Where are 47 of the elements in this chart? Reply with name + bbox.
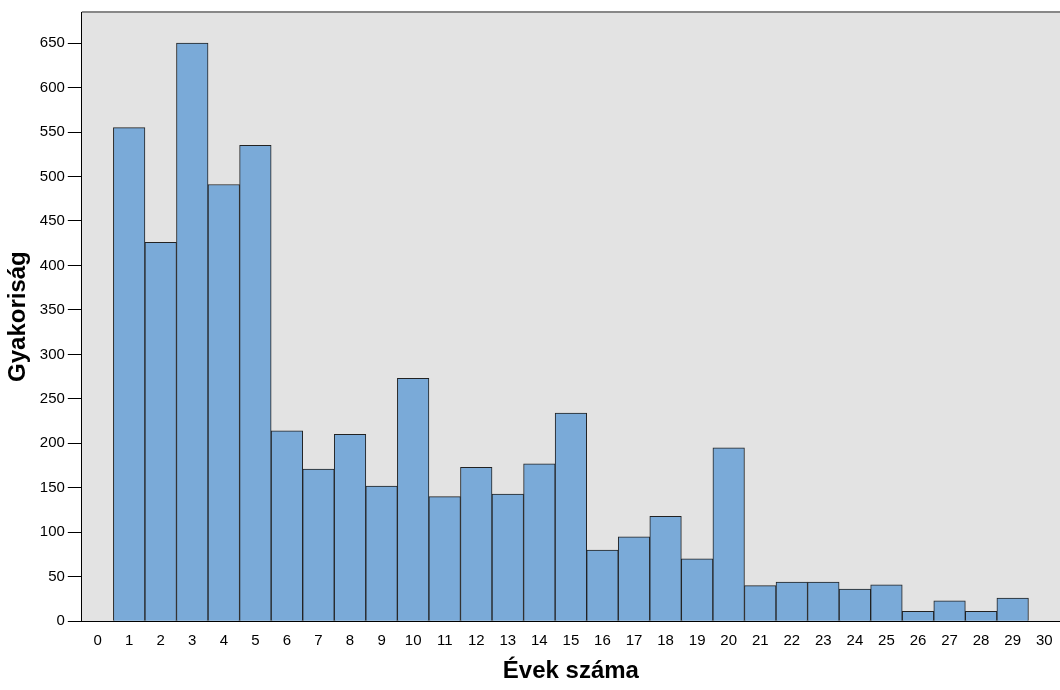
x-tick-label: 22 (783, 631, 801, 649)
x-tick-label: 14 (531, 631, 548, 649)
x-tick-label: 10 (404, 631, 422, 649)
y-tick-label: 0 (56, 611, 65, 629)
y-tick-label: 550 (39, 122, 65, 140)
x-tick-label: 29 (1004, 631, 1022, 649)
x-tick-label: 6 (282, 631, 292, 649)
x-tick-label: 27 (941, 631, 958, 649)
x-tick-label: 28 (972, 631, 990, 649)
y-tick-label: 100 (39, 522, 65, 540)
x-tick-label: 30 (1035, 631, 1053, 649)
x-tick-label: 11 (436, 631, 453, 649)
y-tick-label: 200 (39, 433, 65, 451)
x-tick-label: 5 (251, 631, 260, 649)
x-tick-label: 17 (625, 631, 643, 649)
x-tick-label: 24 (846, 631, 864, 649)
x-tick-label: 1 (124, 631, 134, 649)
x-tick-label: 12 (467, 631, 485, 649)
y-tick-label: 650 (39, 33, 65, 51)
y-tick-label: 500 (39, 166, 65, 184)
y-tick-label: 300 (39, 344, 65, 362)
y-tick-label: 150 (39, 477, 65, 495)
x-tick-label: 3 (188, 631, 197, 649)
x-tick-label: 23 (815, 631, 832, 649)
y-tick-label: 450 (39, 211, 65, 229)
x-tick-label: 15 (562, 631, 580, 649)
x-tick-label: 9 (377, 631, 386, 649)
y-tick-label: 600 (39, 77, 65, 95)
x-axis-title: Évek száma (502, 656, 640, 684)
x-tick-label: 0 (93, 631, 102, 649)
x-tick-label: 7 (314, 631, 323, 649)
x-tick-label: 16 (594, 631, 611, 649)
y-axis-title: Gyakoriság (3, 251, 31, 382)
x-tick-label: 26 (909, 631, 927, 649)
y-tick-label: 50 (48, 566, 65, 584)
x-tick-label: 4 (219, 631, 228, 649)
x-tick-label: 18 (657, 631, 674, 649)
x-tick-label: 13 (499, 631, 517, 649)
x-tick-label: 25 (878, 631, 895, 649)
x-tick-label: 20 (720, 631, 738, 649)
x-tick-label: 2 (156, 631, 165, 649)
x-tick-label: 19 (688, 631, 706, 649)
y-tick-label: 400 (39, 255, 65, 273)
y-tick-label: 350 (39, 300, 65, 318)
x-tick-label: 8 (345, 631, 355, 649)
y-tick-label: 250 (39, 389, 65, 406)
x-tick-label: 21 (751, 631, 769, 649)
